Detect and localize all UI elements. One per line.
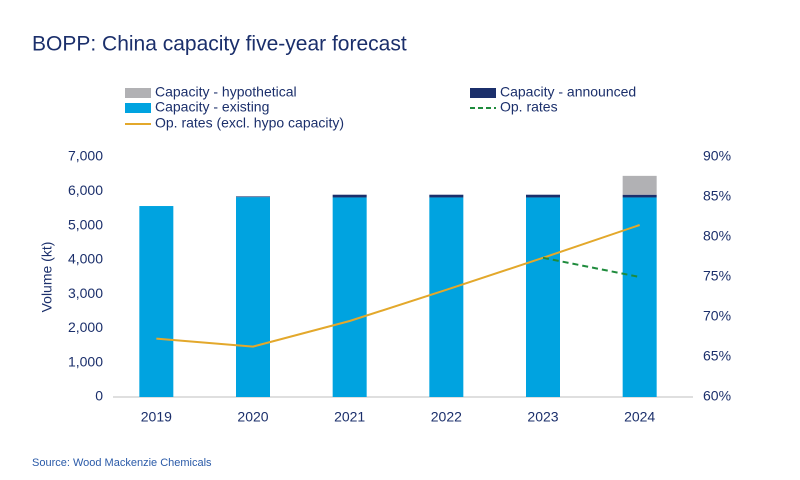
bar-segment (332, 194, 367, 198)
legend-label: Capacity - hypothetical (155, 84, 297, 100)
y2-tick-label: 70% (703, 308, 731, 324)
x-tick-label: 2021 (334, 409, 365, 425)
bar-segment (526, 197, 560, 397)
bar-segment (139, 206, 174, 397)
legend-label: Capacity - existing (155, 99, 269, 115)
legend-label: Capacity - announced (500, 84, 636, 100)
bar-segment (429, 194, 464, 198)
y-tick-label: 1,000 (68, 353, 103, 369)
legend-label: Op. rates (excl. hypo capacity) (155, 115, 344, 131)
y2-tick-label: 60% (703, 388, 731, 404)
y2-tick-label: 75% (703, 268, 731, 284)
x-tick-label: 2020 (237, 409, 268, 425)
y2-tick-label: 80% (703, 228, 731, 244)
y2-tick-label: 65% (703, 348, 731, 364)
bar-segment (622, 197, 657, 397)
bar-segment (622, 194, 657, 198)
bar-segment (236, 196, 270, 198)
y-axis-label: Volume (kt) (39, 242, 55, 313)
chart-title: BOPP: China capacity five-year forecast (32, 33, 407, 56)
y-tick-label: 4,000 (68, 251, 103, 267)
legend-label: Op. rates (500, 99, 558, 115)
y2-tick-label: 85% (703, 188, 731, 204)
legend-swatch (125, 88, 151, 98)
bar-segment (429, 197, 464, 397)
line (542, 256, 640, 278)
y-tick-label: 2,000 (68, 319, 103, 335)
line (156, 224, 640, 348)
legend-swatch (470, 88, 496, 98)
y-tick-label: 0 (95, 388, 103, 404)
y-tick-label: 5,000 (68, 216, 103, 232)
source-note: Source: Wood Mackenzie Chemicals (32, 457, 212, 469)
bar-segment (526, 194, 560, 198)
x-tick-label: 2024 (624, 409, 655, 425)
x-tick-label: 2023 (527, 409, 558, 425)
y-tick-label: 7,000 (68, 148, 103, 164)
y2-tick-label: 90% (703, 148, 731, 164)
y-tick-label: 6,000 (68, 182, 103, 198)
x-tick-label: 2019 (141, 409, 172, 425)
x-tick-label: 2022 (431, 409, 462, 425)
bar-segment (622, 175, 657, 195)
legend-swatch (125, 103, 151, 113)
bar-segment (236, 197, 270, 397)
bar-segment (332, 197, 367, 397)
y-tick-label: 3,000 (68, 285, 103, 301)
